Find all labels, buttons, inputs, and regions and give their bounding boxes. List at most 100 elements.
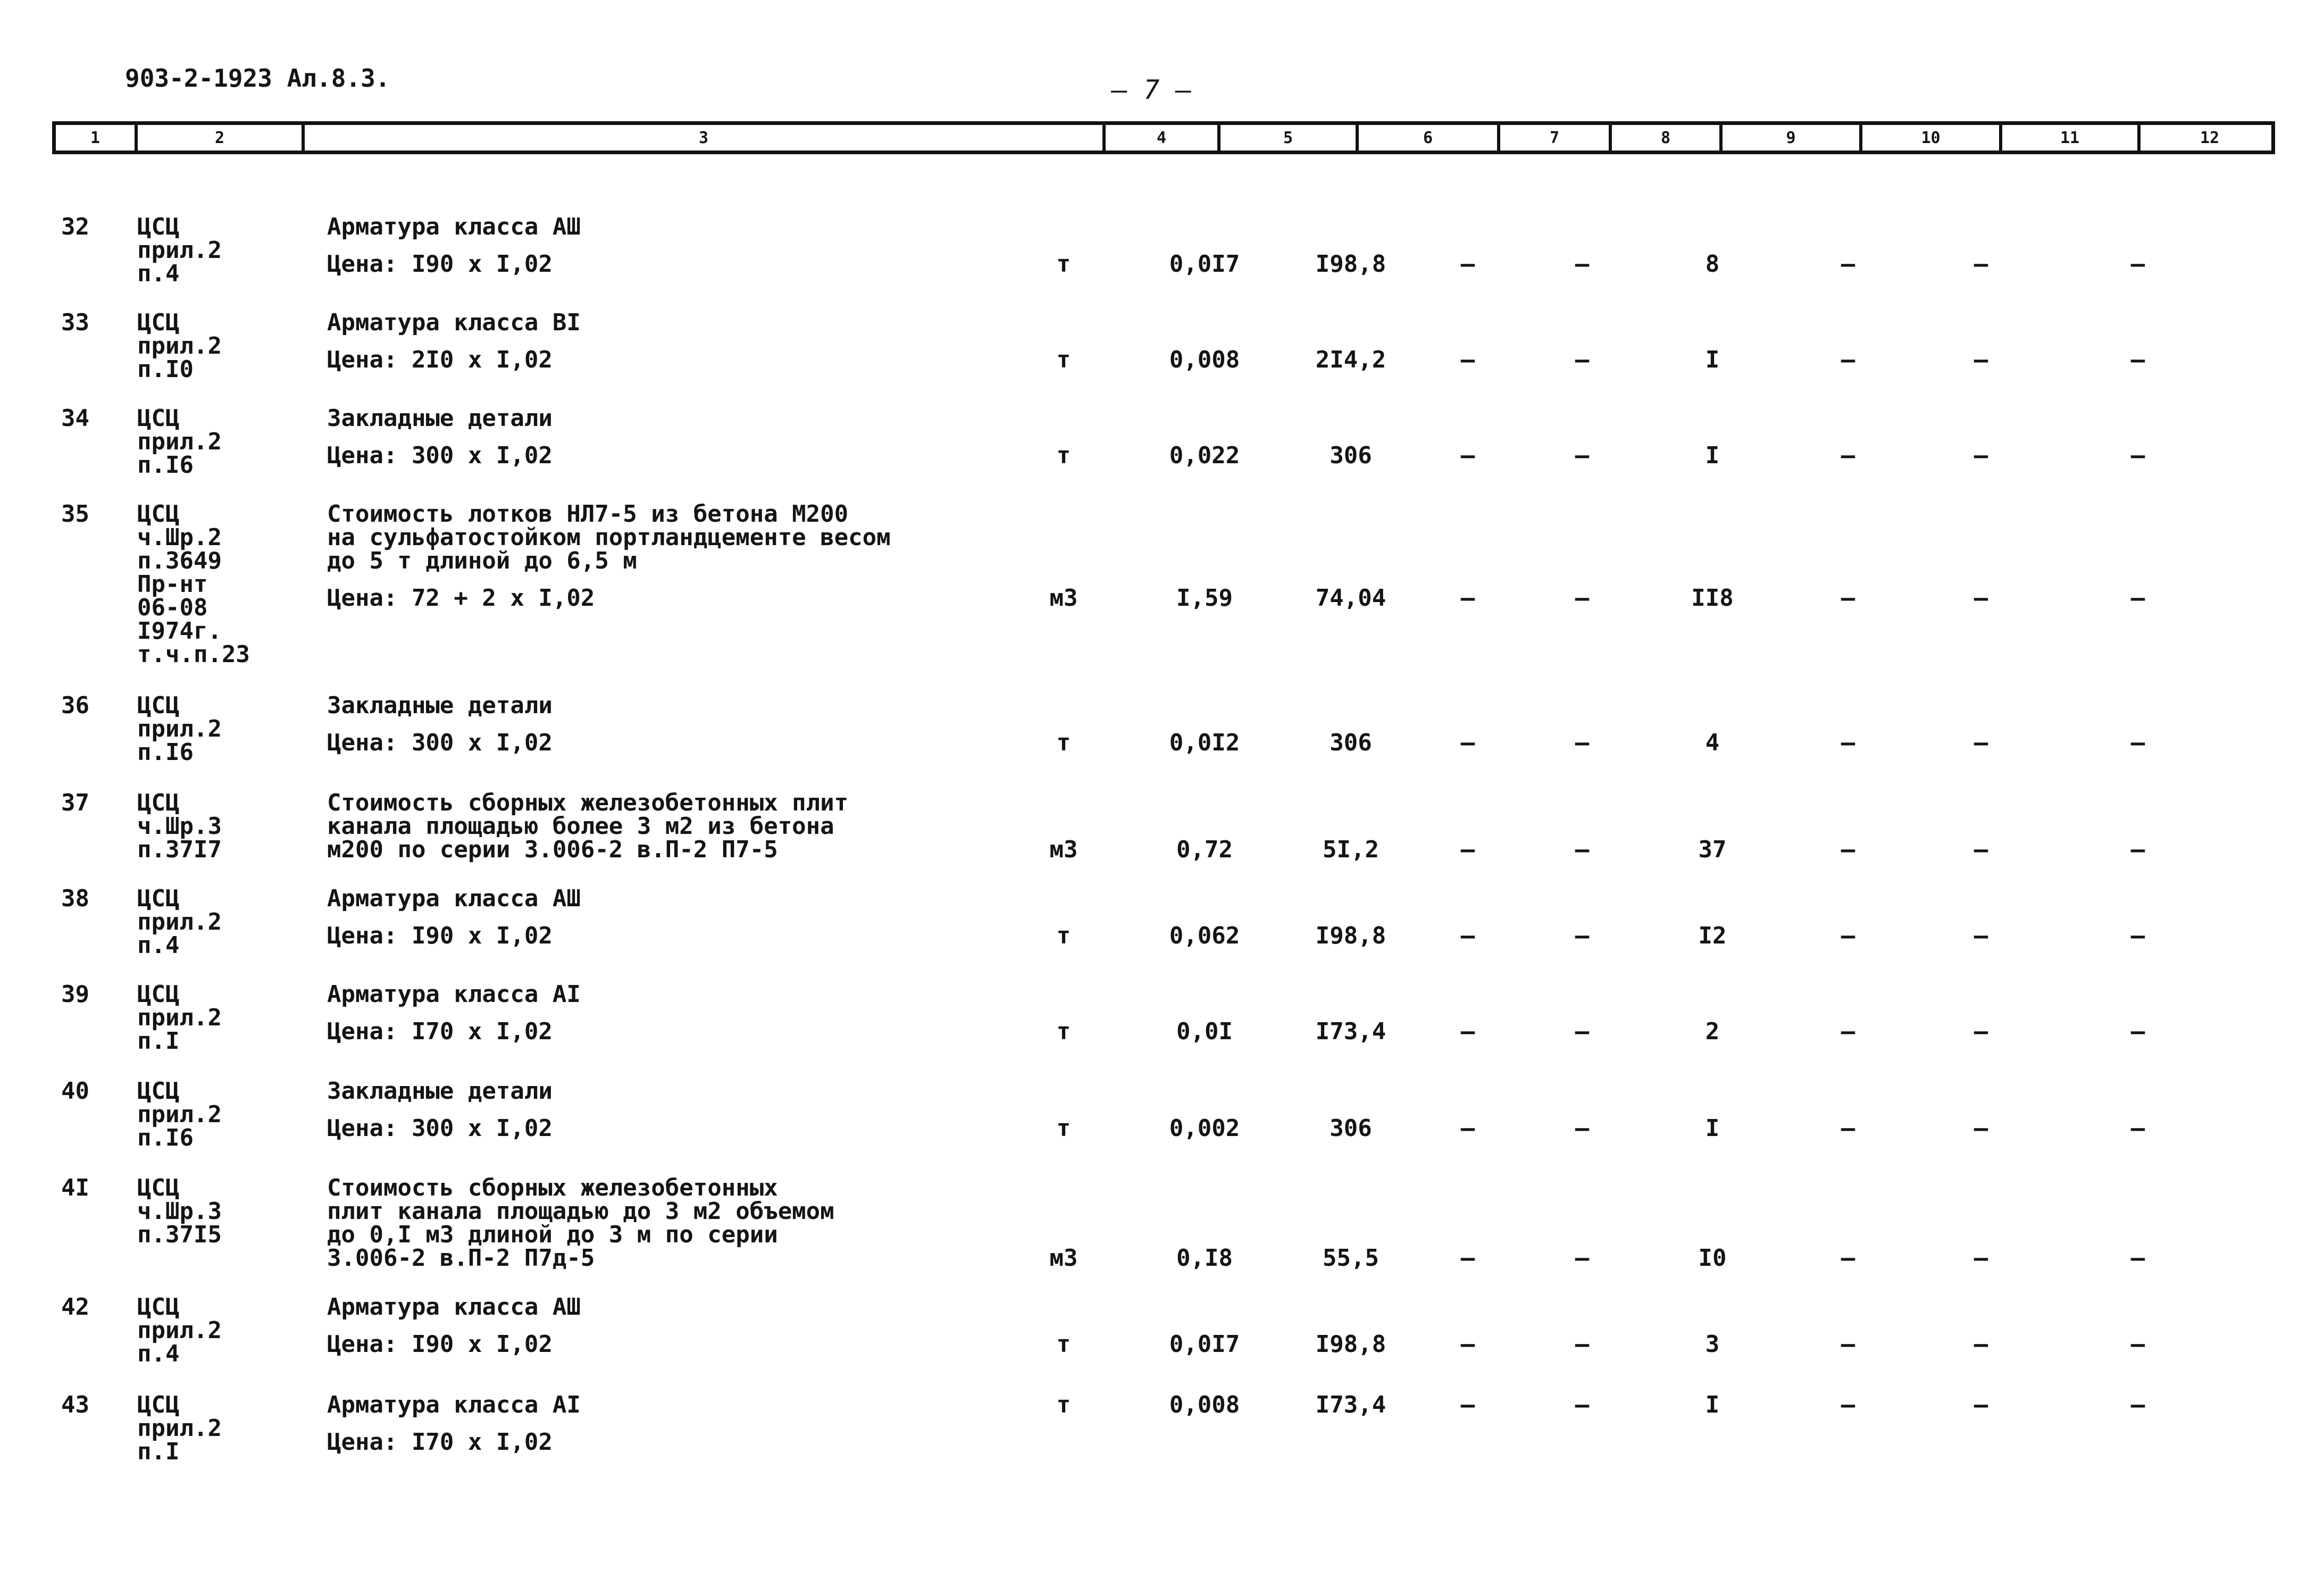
column-header-5: 5 bbox=[1217, 125, 1356, 151]
price-formula: Цена: 72 + 2 x I,02 bbox=[327, 584, 595, 612]
source-reference: ЦСЦ ч.Шр.2 п.3649 Пр-нт 06-08 I974г. т.ч.п.23 bbox=[137, 503, 250, 666]
price-formula: Цена: I70 x I,02 bbox=[327, 1429, 553, 1456]
cell-c7: – bbox=[1460, 346, 1475, 373]
source-line: ЦСЦ bbox=[137, 500, 180, 528]
item-description: Арматура класса АШ Цена: I90 x I,02 bbox=[327, 215, 581, 276]
source-line: прил.2 bbox=[137, 1004, 222, 1031]
description-line: 3.006-2 в.П-2 П7д-5 bbox=[327, 1245, 595, 1272]
cell-cost: 5I,2 bbox=[1323, 836, 1379, 863]
source-line: прил.2 bbox=[137, 1101, 222, 1128]
cell-qty: 0,062 bbox=[1169, 922, 1240, 949]
source-reference: ЦСЦ прил.2 п.I bbox=[137, 1393, 222, 1464]
source-line: п.4 bbox=[137, 1340, 180, 1367]
cell-c8: – bbox=[1575, 346, 1590, 373]
cell-qty: I,59 bbox=[1176, 584, 1233, 612]
description-line: Стоимость сборных железобетонных bbox=[327, 1174, 778, 1201]
cell-cost: I73,4 bbox=[1315, 1018, 1386, 1045]
item-description: Арматура класса AI Цена: I70 x I,02 bbox=[327, 1393, 581, 1454]
cell-c9: 8 bbox=[1705, 250, 1720, 278]
source-reference: ЦСЦ прил.2 п.I bbox=[137, 983, 222, 1053]
description-line: Арматура класса AI bbox=[327, 981, 581, 1008]
source-line: ч.Шр.2 bbox=[137, 524, 222, 551]
cell-qty: 0,0I7 bbox=[1169, 250, 1240, 278]
source-line: ч.Шр.3 bbox=[137, 1198, 222, 1225]
row-number: 38 bbox=[61, 885, 89, 912]
cell-c12: – bbox=[2130, 836, 2145, 863]
cell-qty: 0,0I bbox=[1176, 1018, 1233, 1045]
cell-c7: – bbox=[1460, 1018, 1475, 1045]
cell-c7: – bbox=[1460, 1245, 1475, 1272]
cell-unit: т bbox=[1056, 922, 1071, 949]
price-formula: Цена: I90 x I,02 bbox=[327, 1331, 553, 1358]
cell-cost: 74,04 bbox=[1315, 584, 1386, 612]
cell-c11: – bbox=[1974, 346, 1988, 373]
source-reference: ЦСЦ ч.Шр.3 п.37I7 bbox=[137, 791, 222, 862]
column-header-row: 1 2 3 4 5 6 7 8 9 10 11 12 bbox=[52, 121, 2275, 154]
cell-c8: – bbox=[1575, 1391, 1590, 1418]
cell-c12: – bbox=[2130, 1331, 2145, 1358]
cell-c10: – bbox=[1841, 584, 1855, 612]
item-description: Стоимость сборных железобетонных плит кан… bbox=[327, 791, 848, 862]
source-line: п.37I5 bbox=[137, 1221, 222, 1248]
cell-c12: – bbox=[2130, 346, 2145, 373]
source-line: ЦСЦ bbox=[137, 1174, 180, 1201]
cell-c8: – bbox=[1575, 442, 1590, 469]
cell-c7: – bbox=[1460, 1391, 1475, 1418]
item-description: Арматура класса АШ Цена: I90 x I,02 bbox=[327, 887, 581, 948]
source-line: 06-08 bbox=[137, 594, 208, 621]
cell-cost: I98,8 bbox=[1315, 922, 1386, 949]
source-line: п.4 bbox=[137, 932, 180, 959]
cell-unit: т bbox=[1056, 1331, 1071, 1358]
item-description: Закладные детали Цена: 300 x I,02 bbox=[327, 694, 553, 755]
cell-c12: – bbox=[2130, 584, 2145, 612]
cell-c9: 3 bbox=[1705, 1331, 1720, 1358]
cell-c8: – bbox=[1575, 1115, 1590, 1142]
source-line: т.ч.п.23 bbox=[137, 641, 250, 668]
row-number: 37 bbox=[61, 789, 89, 816]
cell-c9: 2 bbox=[1705, 1018, 1720, 1045]
source-line: Пр-нт bbox=[137, 571, 208, 598]
cell-unit: м3 bbox=[1049, 1245, 1078, 1272]
cell-c12: – bbox=[2130, 1018, 2145, 1045]
cell-c9: I bbox=[1705, 346, 1720, 373]
cell-unit: т bbox=[1056, 1115, 1071, 1142]
cell-cost: I73,4 bbox=[1315, 1391, 1386, 1418]
source-line: ЦСЦ bbox=[137, 1391, 180, 1418]
source-reference: ЦСЦ прил.2 п.4 bbox=[137, 1296, 222, 1366]
description-line: канала площадью более 3 м2 из бетона bbox=[327, 813, 834, 840]
cell-c10: – bbox=[1841, 250, 1855, 278]
description-line: плит канала площадью до 3 м2 объемом bbox=[327, 1198, 834, 1225]
cell-unit: м3 bbox=[1049, 584, 1078, 612]
price-formula: Цена: I90 x I,02 bbox=[327, 922, 553, 949]
row-number: 40 bbox=[61, 1078, 89, 1105]
cell-c12: – bbox=[2130, 1245, 2145, 1272]
cell-c10: – bbox=[1841, 1115, 1855, 1142]
cell-unit: т bbox=[1056, 442, 1071, 469]
item-description: Стоимость лотков НЛ7-5 из бетона М200 на … bbox=[327, 503, 891, 610]
column-header-6: 6 bbox=[1356, 125, 1497, 151]
row-number: 43 bbox=[61, 1391, 89, 1418]
cell-c10: – bbox=[1841, 836, 1855, 863]
item-description: Арматура класса BI Цена: 2I0 x I,02 bbox=[327, 311, 581, 372]
cell-c11: – bbox=[1974, 836, 1988, 863]
source-line: прил.2 bbox=[137, 715, 222, 742]
cell-cost: 306 bbox=[1330, 1115, 1372, 1142]
price-formula: Цена: I90 x I,02 bbox=[327, 250, 553, 278]
cell-c11: – bbox=[1974, 1018, 1988, 1045]
item-description: Арматура класса АШ Цена: I90 x I,02 bbox=[327, 1296, 581, 1356]
cell-c12: – bbox=[2130, 922, 2145, 949]
source-line: ЦСЦ bbox=[137, 213, 180, 240]
row-number: 35 bbox=[61, 500, 89, 528]
cell-c10: – bbox=[1841, 922, 1855, 949]
cell-c8: – bbox=[1575, 729, 1590, 756]
page-number: — 7 — bbox=[1111, 74, 1192, 105]
cell-c9: 4 bbox=[1705, 729, 1720, 756]
cell-cost: I98,8 bbox=[1315, 1331, 1386, 1358]
cell-c11: – bbox=[1974, 1391, 1988, 1418]
cell-c9: I bbox=[1705, 1115, 1720, 1142]
source-reference: ЦСЦ прил.2 п.I0 bbox=[137, 311, 222, 381]
column-header-2: 2 bbox=[135, 125, 302, 151]
source-line: п.I6 bbox=[137, 452, 194, 479]
description-line: Стоимость сборных железобетонных плит bbox=[327, 789, 849, 816]
source-line: ЦСЦ bbox=[137, 1078, 180, 1105]
